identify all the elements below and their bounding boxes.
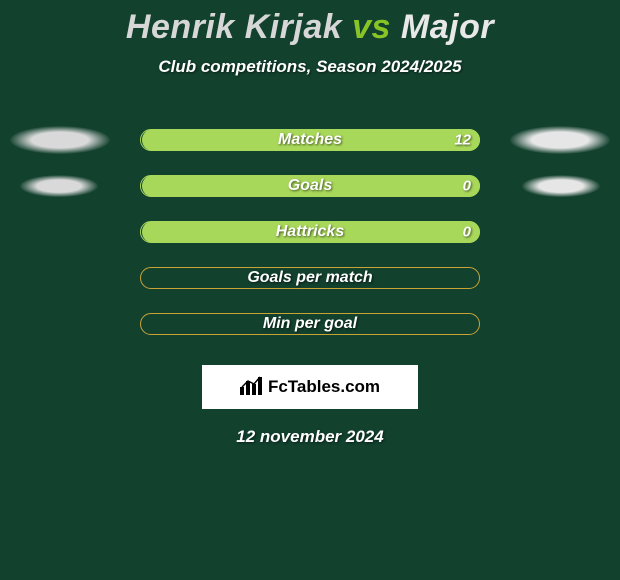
bar-label: Goals per match bbox=[141, 269, 479, 287]
bar-track: 0Goals bbox=[140, 175, 480, 197]
chart-row: Goals per match bbox=[0, 255, 620, 301]
bar-track: 12Matches bbox=[140, 129, 480, 151]
bar-fill-right bbox=[142, 129, 480, 151]
bar-fill-right bbox=[142, 175, 480, 197]
chart-row: 12Matches bbox=[0, 117, 620, 163]
bar-track: Min per goal bbox=[140, 313, 480, 335]
bar-value-right: 0 bbox=[463, 224, 471, 241]
bar-track: Goals per match bbox=[140, 267, 480, 289]
chart-row: 0Goals bbox=[0, 163, 620, 209]
player1-glow bbox=[20, 175, 98, 197]
date-text: 12 november 2024 bbox=[0, 427, 620, 447]
bar-value-right: 0 bbox=[463, 178, 471, 195]
chart-row: Min per goal bbox=[0, 301, 620, 347]
bars-icon bbox=[240, 375, 262, 400]
title-vs: vs bbox=[352, 8, 391, 46]
player2-glow bbox=[522, 175, 600, 197]
title-player2: Major bbox=[401, 8, 494, 46]
player2-glow bbox=[510, 126, 610, 154]
page-title: Henrik Kirjak vs Major bbox=[0, 0, 620, 47]
subtitle: Club competitions, Season 2024/2025 bbox=[0, 57, 620, 77]
chart-row: 0Hattricks bbox=[0, 209, 620, 255]
bar-value-right: 12 bbox=[454, 132, 471, 149]
comparison-chart: 12Matches 0Goals 0Hattricks Goals per match… bbox=[0, 117, 620, 347]
title-player1: Henrik Kirjak bbox=[126, 8, 342, 46]
bar-fill-right bbox=[142, 221, 480, 243]
branding-box: FcTables.com bbox=[202, 365, 418, 409]
bar-track: 0Hattricks bbox=[140, 221, 480, 243]
bar-label: Min per goal bbox=[141, 315, 479, 333]
branding-text: FcTables.com bbox=[268, 377, 380, 397]
player1-glow bbox=[10, 126, 110, 154]
